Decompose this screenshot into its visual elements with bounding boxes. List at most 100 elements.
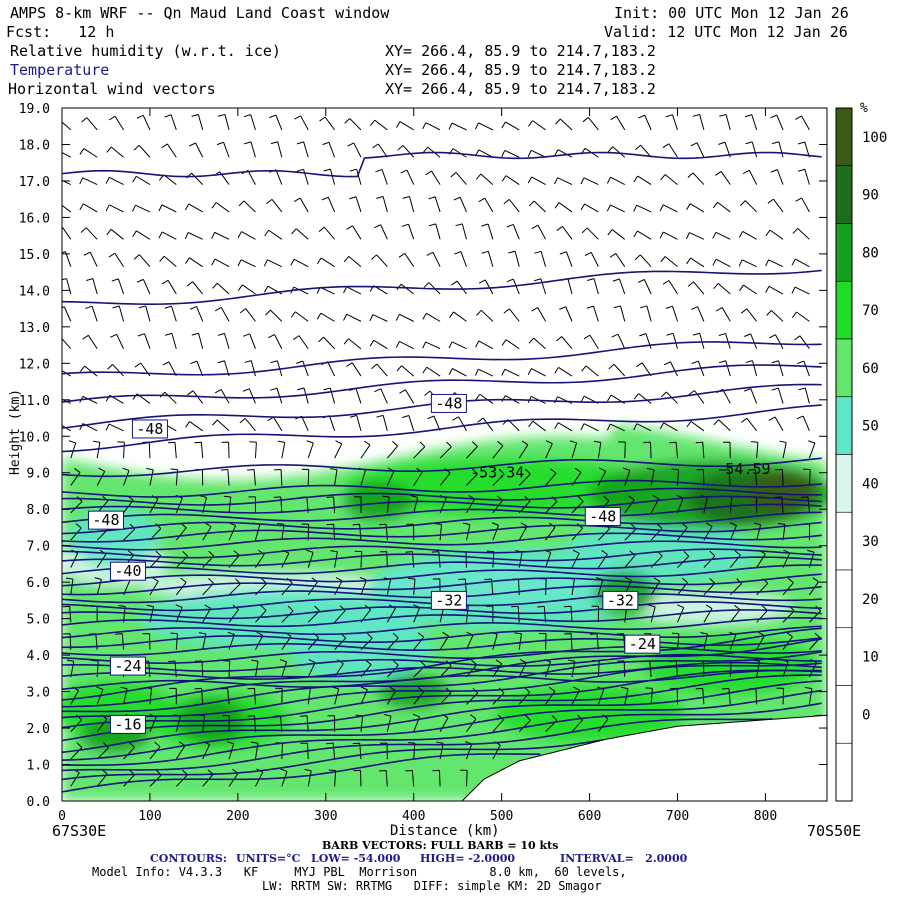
wind-barb [791, 258, 810, 268]
wind-barb [795, 115, 810, 131]
wind-barb [782, 577, 794, 596]
wind-barb [506, 223, 520, 240]
right-corner-label: 70S50E [807, 822, 862, 840]
wind-barb [326, 523, 336, 541]
wind-barb [243, 114, 256, 131]
wind-barb [742, 169, 758, 185]
wind-barb [453, 196, 467, 213]
wind-barb [771, 360, 784, 377]
isotherm-line [62, 653, 822, 672]
wind-barb [613, 305, 626, 322]
forecast-hour: Fcst: 12 h [6, 23, 115, 41]
wind-barb [452, 416, 467, 432]
wind-barb [132, 230, 151, 240]
x-tick-label: 400 [402, 809, 425, 824]
wind-barb [369, 339, 388, 350]
wind-barb [158, 204, 177, 213]
wind-barb [660, 256, 678, 268]
wind-barb [407, 742, 416, 760]
wind-barb [768, 416, 784, 432]
wind-barb [686, 203, 705, 213]
wind-barb [501, 149, 520, 158]
wind-barb [481, 223, 494, 240]
contour-labels: -48 -48 -53.34 -54.59 -48 -48 -40 -32 -32 -24 -24 -… [87, 393, 771, 734]
wind-barb [62, 337, 72, 350]
contour-label-box [109, 714, 146, 734]
wind-barb [545, 468, 557, 486]
wind-barb [454, 251, 467, 267]
colorbar-swatch [835, 396, 853, 455]
wind-barb [623, 467, 631, 486]
wind-barb [399, 389, 415, 404]
wind-barb [105, 423, 124, 432]
isotherm-line [62, 617, 822, 639]
wind-barb [214, 306, 230, 322]
wind-barb [296, 360, 309, 377]
wind-barb [217, 332, 230, 349]
isotherm-line [62, 661, 822, 680]
wind-barb [782, 632, 793, 650]
wind-barb [580, 423, 599, 432]
wind-barb [449, 311, 467, 322]
contour-label: -48 [589, 508, 616, 526]
wind-barb [554, 366, 573, 377]
isotherm-line [62, 674, 822, 742]
wind-barb [62, 278, 72, 295]
y-tick-label: 6.0 [27, 576, 50, 591]
wind-barb [62, 152, 72, 158]
wind-barb [474, 122, 494, 131]
wind-barb [687, 281, 705, 295]
wind-barb [108, 115, 124, 131]
y-tick-label: 19.0 [19, 102, 50, 117]
wind-barb [62, 424, 72, 432]
wind-barb [624, 495, 635, 514]
wind-barb [318, 336, 335, 350]
wind-barb [111, 278, 125, 295]
contour-label: -40 [114, 562, 141, 580]
wind-barb [268, 334, 283, 349]
wind-barb [79, 203, 98, 213]
colorbar-unit: % [860, 101, 868, 116]
wind-barb [334, 440, 343, 459]
contours-label: CONTOURS: [150, 852, 227, 865]
wind-barb [643, 441, 652, 459]
wind-barb [606, 204, 625, 213]
wind-barb [795, 197, 810, 213]
wind-barb [218, 113, 230, 131]
wind-barb [796, 415, 810, 431]
wind-barb [518, 522, 528, 541]
wind-barb [306, 549, 314, 568]
wind-barb [270, 141, 283, 158]
x-tick-label: 800 [754, 809, 777, 824]
wind-barb [396, 365, 415, 377]
colorbar-swatch [835, 454, 853, 513]
wind-barb [405, 769, 415, 787]
wind-barb [269, 114, 283, 131]
isotherm-line [62, 651, 822, 713]
wind-barb [564, 633, 573, 650]
wind-barb [753, 522, 762, 541]
colorbar-label: 90 [862, 188, 879, 204]
wind-barb [466, 714, 477, 732]
wind-barb [666, 332, 678, 349]
wind-barb [703, 550, 716, 568]
wind-barb [264, 229, 283, 240]
wind-barb [395, 340, 414, 350]
wind-barb [528, 420, 546, 432]
wind-barb [112, 305, 125, 322]
wind-barb [132, 204, 151, 213]
wind-barb [186, 281, 204, 295]
isotherm-line [62, 753, 541, 793]
isotherm-line [62, 637, 822, 657]
wind-barb [554, 177, 573, 186]
contours-high: HIGH= -2.0000 [420, 852, 516, 865]
wind-barb [62, 306, 72, 322]
contour-label: -24 [629, 635, 656, 653]
wind-barb [587, 278, 599, 295]
wind-barb [195, 660, 204, 678]
isotherm-line [62, 495, 822, 514]
wind-barb [189, 142, 204, 158]
wind-barb [422, 312, 441, 322]
wind-barb [243, 333, 256, 349]
